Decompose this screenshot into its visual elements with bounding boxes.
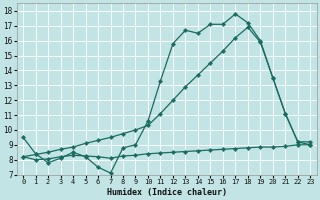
X-axis label: Humidex (Indice chaleur): Humidex (Indice chaleur) <box>107 188 227 197</box>
